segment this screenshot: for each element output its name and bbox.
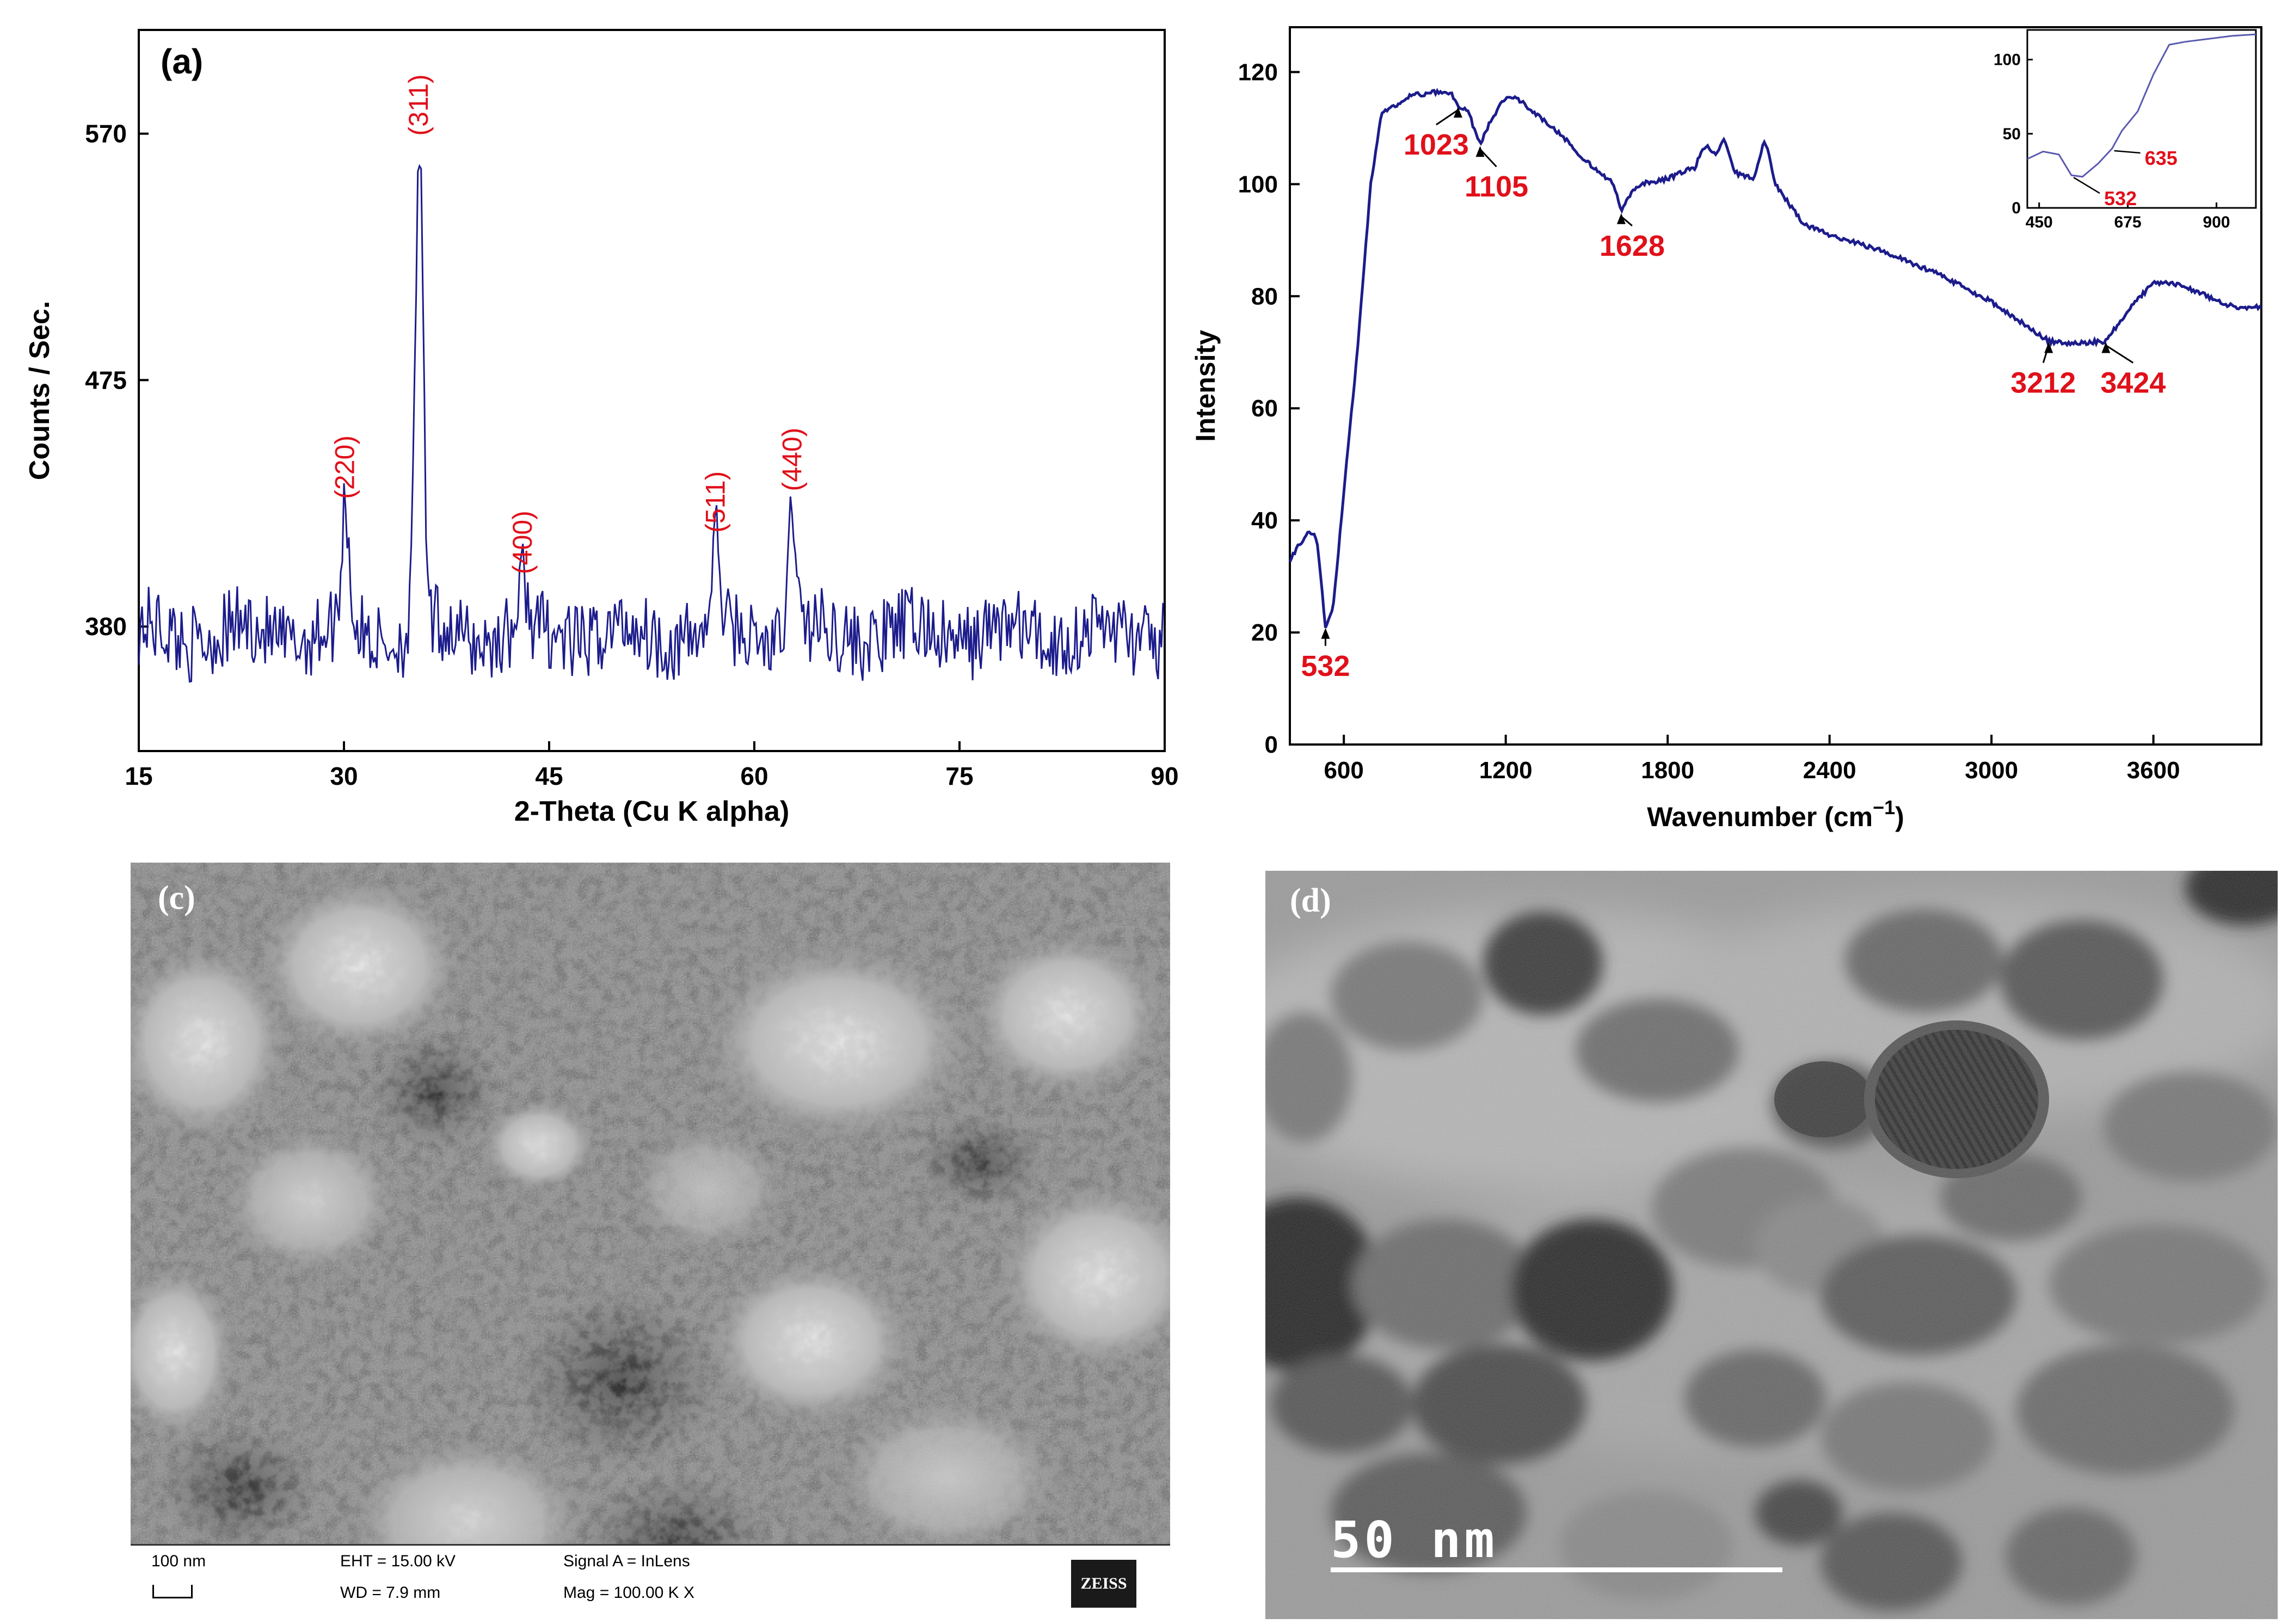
sem-scale-bar [152, 1585, 193, 1598]
ftir-annotation-label: 1628 [1600, 230, 1665, 262]
ftir-annotation-arrow [2105, 345, 2134, 364]
ftir-inset-frame [2026, 29, 2257, 209]
ftir-spectrum-line [1288, 88, 2262, 629]
sem-wd: WD = 7.9 mm [340, 1584, 441, 1602]
ftir-plot-frame [1289, 26, 2262, 746]
panel-d-label: (d) [1290, 882, 1331, 919]
ftir-x-tick-label: 1800 [1641, 757, 1694, 784]
ftir-chart: 600 1200 1800 2400 3000 3600 0 20 40 60 80 100 120 Wa… [1190, 26, 2262, 832]
ftir-x-tick-label: 1200 [1479, 757, 1533, 784]
ftir-annotation-label: 1105 [1465, 170, 1528, 203]
inset-annotation-label: 635 [2145, 147, 2178, 169]
ftir-panel: 600 1200 1800 2400 3000 3600 0 20 40 60 80 100 120 Wa… [1186, 0, 2288, 854]
ftir-annotation-label: 3424 [2100, 367, 2166, 399]
ftir-annotation-arrowhead [1475, 146, 1485, 157]
sem-mag: Mag = 100.00 K X [563, 1584, 694, 1602]
xrd-peak-label: (400) [507, 510, 538, 574]
tem-image-panel: (d) 50 nm [1265, 871, 2278, 1619]
xrd-x-tick-label: 60 [740, 762, 768, 790]
ftir-y-tick-label: 0 [1265, 731, 1278, 758]
ftir-y-axis-label: Intensity [1190, 330, 1221, 442]
sem-micrograph [131, 863, 1170, 1619]
ftir-y-tick-label: 100 [1238, 171, 1278, 198]
xrd-plot-frame [138, 29, 1166, 752]
sem-info-bar: 100 nm EHT = 15.00 kV WD = 7.9 mm Signal… [131, 1544, 1170, 1619]
xrd-peak-label: (220) [330, 435, 360, 499]
ftir-y-tick-label: 40 [1251, 507, 1278, 534]
inset-y-tick-label: 100 [1994, 51, 2021, 69]
xrd-peak-label: (440) [777, 428, 807, 491]
xrd-x-tick-label: 75 [945, 762, 973, 790]
ftir-annotation-arrow [1479, 149, 1497, 168]
ftir-annotation-label: 3212 [2010, 367, 2076, 399]
sem-eht: EHT = 15.00 kV [340, 1552, 456, 1570]
xrd-pattern-line [138, 164, 1164, 683]
xrd-y-axis-label: Counts / Sec. [24, 301, 56, 480]
sem-scale-label: 100 nm [151, 1552, 206, 1570]
inset-annotation-label: 532 [2104, 187, 2137, 210]
inset-spectrum-line [2027, 33, 2256, 178]
ftir-annotation-label: 532 [1301, 650, 1350, 682]
ftir-annotation-arrowhead [1321, 628, 1330, 639]
inset-y-tick-label: 0 [2012, 199, 2021, 217]
ftir-x-tick-label: 3000 [1965, 757, 2018, 784]
ftir-y-tick-label: 20 [1251, 619, 1278, 646]
ftir-annotation-arrowhead [2101, 342, 2111, 353]
xrd-x-tick-label: 15 [125, 762, 152, 790]
xrd-chart: 15 30 45 60 75 90 380 475 570 2-Theta (Cu K alpha… [24, 29, 1179, 827]
sem-image-panel: (c) 100 nm EHT = 15.00 kV WD = 7.9 mm Si… [131, 863, 1170, 1619]
xrd-x-tick-label: 90 [1151, 762, 1178, 790]
inset-x-tick-label: 900 [2203, 213, 2230, 231]
inset-x-tick-label: 675 [2114, 213, 2142, 231]
ftir-x-axis-label: Wavenumber (cm−1) [1647, 796, 1904, 832]
inset-x-tick-label: 450 [2026, 213, 2053, 231]
inset-y-tick-label: 50 [2003, 125, 2021, 143]
panel-a-label: (a) [161, 42, 203, 81]
xrd-y-tick-label: 570 [85, 120, 127, 148]
xrd-x-tick-label: 45 [535, 762, 563, 790]
xrd-peak-label: (311) [403, 74, 434, 136]
tem-scale-bar [1331, 1567, 1782, 1572]
xrd-y-tick-label: 475 [85, 366, 127, 394]
ftir-y-tick-label: 120 [1238, 59, 1278, 85]
xrd-x-axis-label: 2-Theta (Cu K alpha) [514, 796, 790, 827]
sem-signal: Signal A = InLens [563, 1552, 690, 1570]
inset-annotation-arrow [2114, 150, 2141, 154]
xrd-panel: 15 30 45 60 75 90 380 475 570 2-Theta (Cu K alpha… [0, 0, 1186, 854]
ftir-y-tick-label: 80 [1251, 283, 1278, 310]
inset-annotation-arrow [2073, 176, 2100, 194]
xrd-peak-label: (511) [700, 471, 731, 533]
ftir-y-tick-label: 60 [1251, 395, 1278, 422]
tem-micrograph [1265, 871, 2278, 1619]
tem-scale-label: 50 nm [1331, 1511, 1498, 1569]
ftir-annotation-arrow [1436, 109, 1459, 126]
ftir-x-tick-label: 600 [1324, 757, 1363, 784]
panel-c-label: (c) [158, 879, 195, 916]
ftir-annotation-arrowhead [1453, 107, 1462, 118]
ftir-annotation-arrowhead [2044, 342, 2053, 353]
xrd-y-tick-label: 380 [85, 612, 127, 641]
ftir-x-tick-label: 2400 [1803, 757, 1856, 784]
ftir-annotation-label: 1023 [1404, 128, 1469, 161]
xrd-x-tick-label: 30 [330, 762, 358, 790]
ftir-annotation-arrowhead [1616, 213, 1626, 224]
ftir-x-tick-label: 3600 [2127, 757, 2180, 784]
zeiss-logo: ZEISS [1071, 1560, 1136, 1608]
